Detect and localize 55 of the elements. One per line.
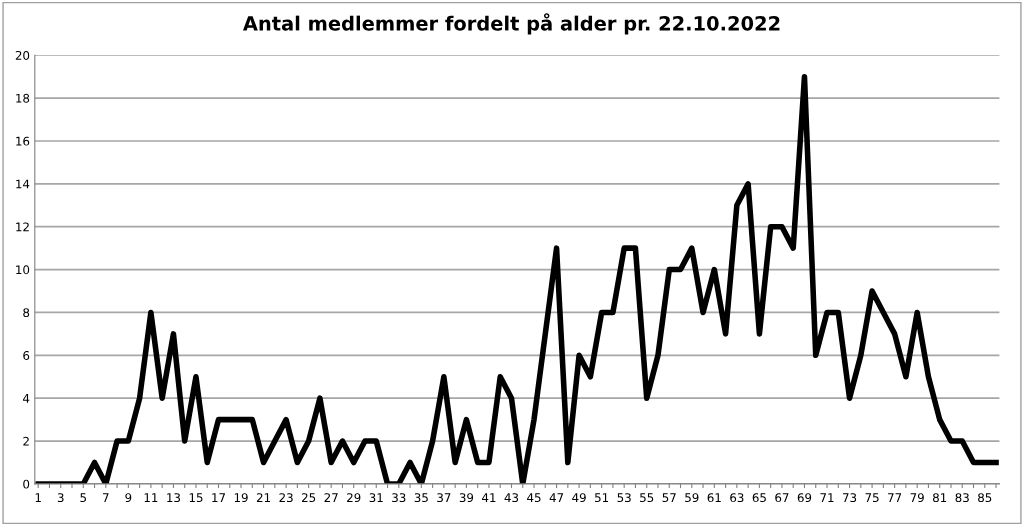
x-tick-label: 1	[35, 493, 41, 502]
x-tick-label: 59	[685, 493, 699, 503]
x-tick-label: 41	[482, 493, 496, 502]
x-tick-label: 19	[234, 493, 248, 503]
y-tick-label: 20	[15, 50, 30, 60]
y-tick-label: 6	[23, 351, 30, 360]
x-tick-label: 63	[730, 493, 744, 503]
x-tick-label: 69	[797, 493, 812, 503]
y-tick-label: 10	[16, 265, 30, 275]
x-tick-label: 71	[820, 493, 834, 502]
x-tick-label: 47	[549, 493, 564, 502]
x-tick-label: 61	[707, 493, 721, 503]
y-tick-label: 16	[16, 136, 30, 146]
x-tick-label: 83	[955, 493, 969, 503]
x-tick-label: 35	[414, 493, 428, 503]
x-tick-label: 23	[279, 493, 293, 503]
x-tick-label: 49	[572, 493, 586, 503]
x-tick-label: 51	[595, 493, 609, 503]
x-tick-label: 77	[888, 493, 902, 502]
x-tick-label: 85	[978, 493, 992, 503]
x-tick-label: 33	[392, 493, 406, 503]
x-tick-label: 73	[843, 493, 857, 503]
x-tick-label: 25	[302, 493, 316, 503]
y-tick-label: 0	[23, 479, 30, 489]
y-tick-label: 2	[23, 436, 29, 446]
x-tick-label: 75	[865, 493, 879, 503]
x-tick-label: 17	[212, 493, 225, 502]
x-tick-label: 53	[617, 493, 631, 503]
y-tick-label: 18	[16, 93, 30, 103]
x-tick-label: 43	[504, 493, 519, 503]
x-tick-label: 13	[167, 493, 180, 503]
x-tick-label: 11	[144, 493, 158, 502]
chart-title: Antal medlemmer fordelt på alder pr. 22.10.2022	[242, 13, 780, 35]
y-tick-label: 12	[16, 222, 29, 232]
x-tick-label: 9	[125, 493, 132, 503]
x-tick-label: 55	[640, 493, 654, 503]
x-tick-label: 31	[369, 493, 383, 503]
x-tick-label: 29	[347, 493, 361, 503]
x-tick-label: 79	[910, 493, 924, 503]
y-tick-label: 14	[16, 179, 30, 189]
x-tick-label: 15	[189, 493, 203, 503]
x-tick-label: 21	[256, 493, 270, 502]
y-tick-label: 8	[23, 308, 30, 318]
x-tick-label: 45	[527, 493, 541, 503]
x-tick-label: 5	[80, 493, 86, 503]
x-tick-label: 7	[103, 493, 109, 502]
x-tick-label: 57	[662, 493, 676, 503]
x-tick-label: 3	[57, 493, 64, 503]
x-tick-label: 67	[775, 493, 789, 503]
x-tick-label: 39	[459, 493, 474, 503]
y-tick-label: 4	[23, 394, 30, 403]
x-tick-label: 27	[324, 493, 338, 502]
x-tick-label: 65	[752, 493, 766, 503]
x-tick-label: 37	[437, 493, 451, 503]
x-tick-label: 81	[932, 493, 947, 503]
